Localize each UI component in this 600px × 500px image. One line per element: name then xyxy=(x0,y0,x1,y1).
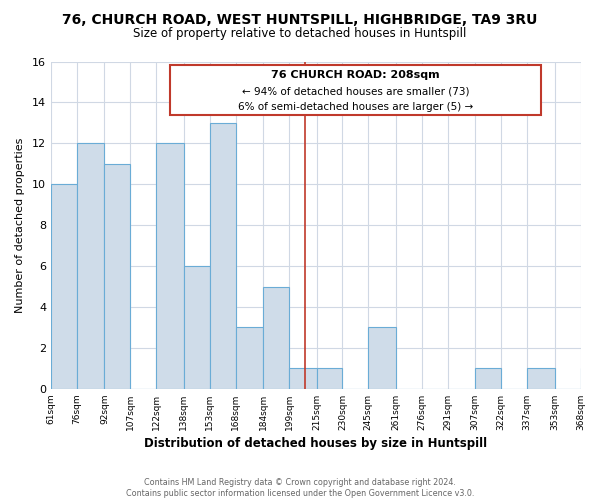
Bar xyxy=(184,266,209,389)
Text: 6% of semi-detached houses are larger (5) →: 6% of semi-detached houses are larger (5… xyxy=(238,102,473,112)
FancyBboxPatch shape xyxy=(170,64,541,114)
Bar xyxy=(368,328,396,389)
Bar xyxy=(209,123,236,389)
Bar xyxy=(104,164,130,389)
Text: Size of property relative to detached houses in Huntspill: Size of property relative to detached ho… xyxy=(133,28,467,40)
Text: ← 94% of detached houses are smaller (73): ← 94% of detached houses are smaller (73… xyxy=(242,86,469,97)
Bar xyxy=(317,368,343,389)
Y-axis label: Number of detached properties: Number of detached properties xyxy=(15,138,25,313)
Bar xyxy=(475,368,501,389)
Text: 76, CHURCH ROAD, WEST HUNTSPILL, HIGHBRIDGE, TA9 3RU: 76, CHURCH ROAD, WEST HUNTSPILL, HIGHBRI… xyxy=(62,12,538,26)
Bar xyxy=(263,286,289,389)
Bar xyxy=(77,144,104,389)
Bar xyxy=(289,368,317,389)
X-axis label: Distribution of detached houses by size in Huntspill: Distribution of detached houses by size … xyxy=(144,437,487,450)
Bar xyxy=(156,144,184,389)
Bar xyxy=(51,184,77,389)
Bar xyxy=(527,368,554,389)
Bar xyxy=(581,368,600,389)
Text: 76 CHURCH ROAD: 208sqm: 76 CHURCH ROAD: 208sqm xyxy=(271,70,440,81)
Bar xyxy=(236,328,263,389)
Text: Contains HM Land Registry data © Crown copyright and database right 2024.
Contai: Contains HM Land Registry data © Crown c… xyxy=(126,478,474,498)
